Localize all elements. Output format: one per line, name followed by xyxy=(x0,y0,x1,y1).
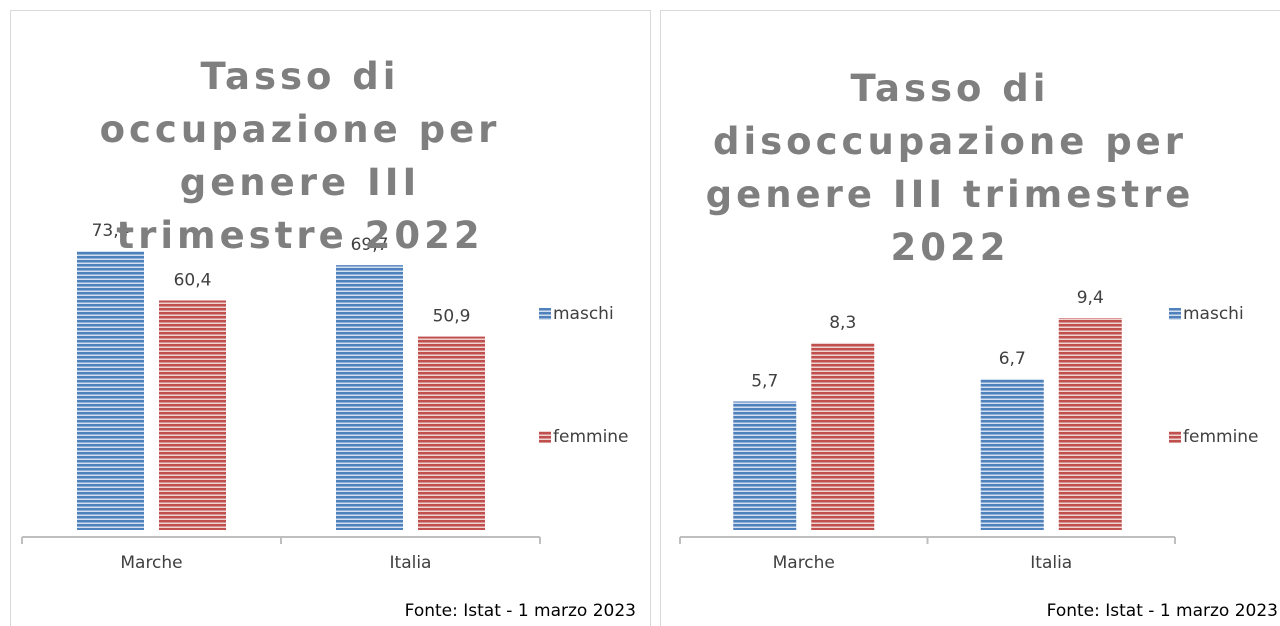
legend-label: femmine xyxy=(1183,427,1259,447)
bar xyxy=(336,265,403,530)
legend-swatch xyxy=(539,308,551,320)
legend-label: femmine xyxy=(553,427,629,447)
chart-title: Tasso di disoccupazione per genere III t… xyxy=(705,67,1195,269)
bar xyxy=(77,251,144,530)
bar xyxy=(418,336,485,530)
data-label: 8,3 xyxy=(829,313,856,333)
panel-border xyxy=(660,10,1280,626)
bar xyxy=(159,300,226,530)
data-label: 73,4 xyxy=(92,221,130,241)
x-tick-label: Italia xyxy=(390,553,432,573)
legend-swatch xyxy=(539,431,551,443)
panel-border xyxy=(10,10,651,626)
x-tick-label: Italia xyxy=(1030,553,1072,573)
data-label: 6,7 xyxy=(999,349,1026,369)
legend-swatch xyxy=(1169,308,1181,320)
x-tick-label: Marche xyxy=(773,553,835,573)
data-label: 50,9 xyxy=(433,307,471,327)
data-label: 60,4 xyxy=(174,270,212,290)
legend-label: maschi xyxy=(553,304,614,324)
legend-label: maschi xyxy=(1183,304,1244,324)
bar xyxy=(1058,318,1122,530)
bar xyxy=(980,378,1044,530)
chart-title: Tasso di occupazione per genere III trim… xyxy=(99,55,501,257)
bar xyxy=(733,401,797,530)
bar xyxy=(811,342,875,530)
data-label: 69,7 xyxy=(351,235,389,255)
x-tick-label: Marche xyxy=(120,553,182,573)
source-note: Fonte: Istat - 1 marzo 2023 xyxy=(1047,601,1278,621)
data-label: 9,4 xyxy=(1077,288,1104,308)
source-note: Fonte: Istat - 1 marzo 2023 xyxy=(405,601,636,621)
legend-swatch xyxy=(1169,431,1181,443)
data-label: 5,7 xyxy=(751,371,778,391)
